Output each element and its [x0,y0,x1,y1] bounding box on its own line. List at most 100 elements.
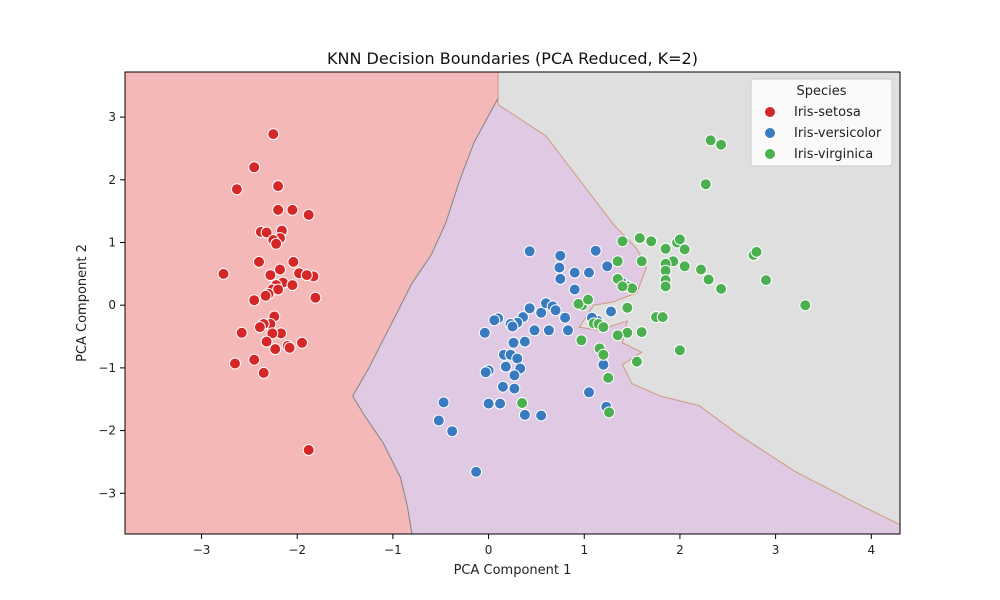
point-iris-virginica-44 [630,355,643,368]
point-iris-virginica-28 [616,280,629,293]
point-iris-versicolor-10 [535,306,548,319]
point-iris-virginica-4 [633,232,646,245]
point-iris-setosa-17 [264,269,277,282]
point-iris-versicolor-39 [494,397,507,410]
x-tick-label: −1 [384,543,402,557]
point-iris-versicolor-37 [508,382,521,395]
point-iris-virginica-37 [635,326,648,339]
point-iris-setosa-12 [270,237,283,250]
y-tick-label: 1 [108,236,116,250]
point-iris-versicolor-41 [535,409,548,422]
y-tick-label: 2 [108,173,116,187]
point-iris-setosa-40 [283,341,296,354]
point-iris-setosa-36 [266,327,279,340]
point-iris-versicolor-51 [605,305,617,318]
point-iris-versicolor-23 [542,324,555,337]
point-iris-virginica-19 [760,274,772,287]
y-tick-label: −1 [98,361,116,375]
point-iris-virginica-7 [673,233,686,246]
point-iris-virginica-14 [695,263,707,276]
y-tick-label: −3 [98,486,116,500]
point-iris-setosa-43 [229,357,241,370]
point-iris-virginica-41 [575,334,588,347]
x-tick-label: 2 [676,543,684,557]
data-points [217,128,812,478]
point-iris-setosa-8 [260,226,273,239]
point-iris-versicolor-21 [506,320,519,333]
point-iris-setosa-44 [257,366,270,379]
point-iris-versicolor-44 [446,425,459,438]
point-iris-setosa-37 [260,335,273,348]
point-iris-setosa-25 [272,283,285,296]
point-iris-setosa-5 [286,203,299,216]
point-iris-versicolor-43 [432,414,445,427]
x-tick-label: 3 [772,543,780,557]
point-iris-versicolor-46 [583,386,595,399]
point-iris-versicolor-7 [554,272,567,285]
y-tick-label: −2 [98,424,116,438]
point-iris-virginica-20 [799,299,812,312]
point-iris-setosa-1 [248,161,261,174]
point-iris-virginica-40 [611,329,624,342]
point-iris-virginica-3 [616,235,629,248]
legend-entry-versicolor: Iris-versicolor [794,126,882,141]
point-iris-versicolor-22 [528,324,541,337]
legend-entry-setosa: Iris-setosa [794,105,861,120]
point-iris-versicolor-3 [601,260,614,273]
point-iris-versicolor-30 [511,352,524,365]
point-iris-setosa-28 [248,294,261,307]
point-iris-versicolor-18 [488,314,501,327]
point-iris-virginica-22 [635,255,648,268]
point-iris-versicolor-48 [597,358,610,371]
point-iris-versicolor-6 [583,266,595,279]
point-iris-setosa-33 [253,321,266,334]
point-iris-setosa-0 [267,128,280,141]
point-iris-virginica-16 [750,245,763,258]
point-iris-virginica-17 [702,273,715,286]
point-iris-setosa-6 [302,208,315,221]
point-iris-virginica-43 [597,348,610,361]
point-iris-virginica-2 [699,178,712,191]
point-iris-versicolor-40 [518,408,531,421]
point-iris-setosa-27 [259,289,272,302]
y-axis-label: PCA Component 2 [75,244,90,362]
decision-regions [125,72,900,534]
point-iris-virginica-32 [621,301,634,314]
point-iris-versicolor-5 [568,266,581,279]
point-iris-setosa-41 [269,343,282,356]
point-iris-versicolor-14 [568,283,581,296]
legend-marker-virginica [764,148,776,160]
point-iris-setosa-3 [272,180,285,193]
point-iris-versicolor-25 [478,326,491,339]
x-tick-label: 0 [485,543,493,557]
point-iris-setosa-13 [253,255,265,268]
point-iris-setosa-2 [230,183,243,196]
point-iris-versicolor-9 [523,302,536,315]
point-iris-versicolor-36 [496,380,509,393]
legend-marker-setosa [764,106,776,118]
point-iris-versicolor-27 [507,336,520,349]
point-iris-virginica-18 [715,282,728,295]
x-tick-label: 4 [867,543,875,557]
point-iris-versicolor-38 [482,397,495,410]
point-iris-versicolor-35 [508,369,521,382]
point-iris-setosa-29 [309,291,322,304]
point-iris-versicolor-34 [479,366,492,379]
legend-box [750,78,893,167]
chart-title: KNN Decision Boundaries (PCA Reduced, K=… [327,49,698,68]
point-iris-virginica-48 [603,406,616,419]
point-iris-versicolor-4 [553,261,566,274]
point-iris-versicolor-13 [549,304,562,317]
point-iris-virginica-45 [673,344,686,357]
point-iris-versicolor-24 [562,324,574,337]
point-iris-versicolor-31 [499,360,512,373]
point-iris-virginica-0 [704,134,717,147]
point-iris-setosa-42 [248,353,261,366]
point-iris-virginica-31 [582,293,595,306]
point-iris-setosa-45 [302,444,315,456]
y-tick-label: 3 [108,110,116,124]
point-iris-virginica-1 [715,138,728,151]
legend: Species Iris-setosa Iris-versicolor Iris… [750,78,893,167]
point-iris-virginica-9 [659,242,672,255]
